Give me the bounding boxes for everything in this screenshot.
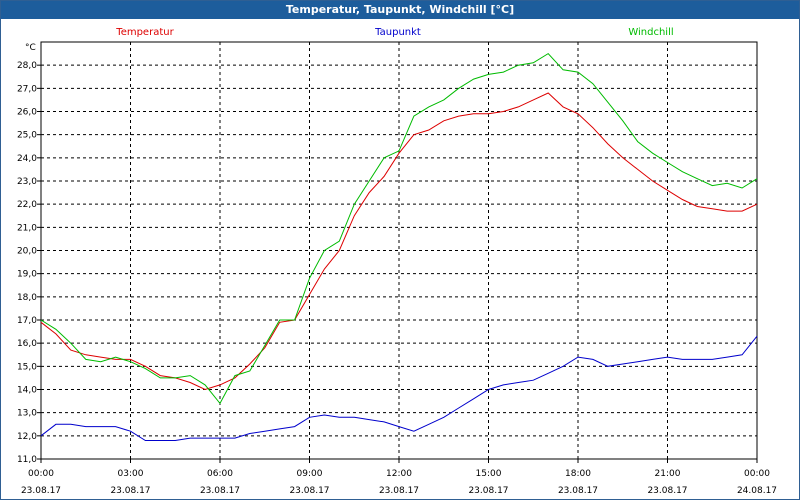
y-tick-label: 25,0 <box>17 131 37 141</box>
y-tick-label: 13,0 <box>17 409 37 419</box>
y-tick-label: 20,0 <box>17 247 37 257</box>
x-tick-time: 12:00 <box>386 469 412 479</box>
y-tick-label: 11,0 <box>17 455 37 465</box>
series-line-taupunkt <box>40 335 758 441</box>
legend-temperatur: Temperatur <box>115 27 174 38</box>
y-tick-label: 27,0 <box>17 84 37 94</box>
x-tick-time: 03:00 <box>118 469 144 479</box>
x-tick-date: 24.08.17 <box>737 486 777 496</box>
y-tick-label: 12,0 <box>17 432 37 442</box>
x-tick-date: 23.08.17 <box>289 486 329 496</box>
y-tick-label: 19,0 <box>17 270 37 280</box>
series-line-temperatur <box>40 92 758 391</box>
y-tick-label: 28,0 <box>17 61 37 71</box>
y-tick-label: 17,0 <box>17 316 37 326</box>
legend-taupunkt: Taupunkt <box>374 27 421 38</box>
y-tick-label: 14,0 <box>17 386 37 396</box>
y-tick-label: 24,0 <box>17 154 37 164</box>
x-tick-date: 23.08.17 <box>379 486 419 496</box>
y-tick-label: 15,0 <box>17 362 37 372</box>
x-tick-date: 23.08.17 <box>110 486 150 496</box>
x-tick-date: 23.08.17 <box>468 486 508 496</box>
x-tick-time: 21:00 <box>655 469 681 479</box>
y-tick-label: 21,0 <box>17 223 37 233</box>
x-tick-time: 09:00 <box>297 469 323 479</box>
y-axis-label: °C <box>25 43 36 53</box>
series-line-windchill <box>40 52 758 405</box>
legend-windchill: Windchill <box>628 27 673 38</box>
x-tick-date: 23.08.17 <box>200 486 240 496</box>
x-tick-date: 23.08.17 <box>647 486 687 496</box>
x-tick-date: 23.08.17 <box>21 486 61 496</box>
y-tick-label: 18,0 <box>17 293 37 303</box>
x-tick-time: 00:00 <box>744 469 770 479</box>
y-tick-label: 23,0 <box>17 177 37 187</box>
window-title: Temperatur, Taupunkt, Windchill [°C] <box>1 1 799 19</box>
x-tick-time: 18:00 <box>565 469 591 479</box>
x-tick-time: 00:00 <box>28 469 54 479</box>
plot-area: 11,0 12,0 13,0 14,0 15,0 16,0 17,0 18,0 19,0 20,0… <box>17 27 777 496</box>
x-tick-date: 23.08.17 <box>558 486 598 496</box>
y-tick-label: 16,0 <box>17 339 37 349</box>
y-tick-label: 22,0 <box>17 200 37 210</box>
y-tick-label: 26,0 <box>17 108 37 118</box>
x-tick-time: 15:00 <box>476 469 502 479</box>
x-tick-time: 06:00 <box>207 469 233 479</box>
